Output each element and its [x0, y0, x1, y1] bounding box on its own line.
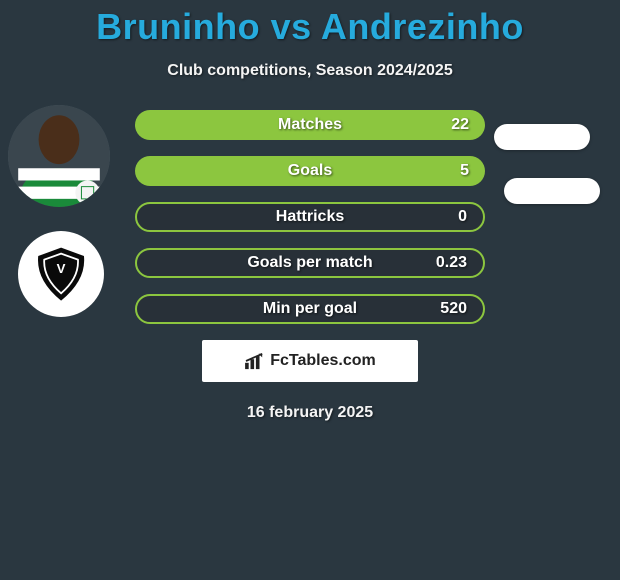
stat-row-hattricks: Hattricks 0	[135, 202, 485, 232]
club-badge-shield: V	[31, 244, 91, 304]
stat-value: 520	[440, 300, 467, 318]
stat-value: 5	[460, 162, 469, 180]
stat-row-goals_per_match: Goals per match 0.23	[135, 248, 485, 278]
date-text: 16 february 2025	[0, 404, 620, 422]
overlay-pill	[504, 178, 600, 204]
branding-box: FcTables.com	[202, 340, 418, 382]
page-title: Bruninho vs Andrezinho	[0, 0, 620, 48]
stat-label: Goals	[288, 162, 332, 180]
avatar-illustration	[8, 105, 110, 207]
svg-text:V: V	[57, 261, 66, 276]
branding-text: FcTables.com	[270, 352, 376, 370]
stat-label: Goals per match	[247, 254, 372, 272]
stat-row-matches: Matches 22	[135, 110, 485, 140]
stat-label: Min per goal	[263, 300, 357, 318]
stat-rows: Matches 22 Goals 5 Hattricks 0 Goals per match…	[135, 110, 485, 324]
player-avatar	[8, 105, 110, 207]
left-column: V	[8, 105, 110, 317]
stat-label: Matches	[278, 116, 342, 134]
club-badge: V	[18, 231, 104, 317]
stat-row-min_per_goal: Min per goal 520	[135, 294, 485, 324]
stat-value: 0	[458, 208, 467, 226]
stat-label: Hattricks	[276, 208, 344, 226]
stat-value: 0.23	[436, 254, 467, 272]
page-subtitle: Club competitions, Season 2024/2025	[0, 62, 620, 80]
stat-row-goals: Goals 5	[135, 156, 485, 186]
bars-icon	[244, 352, 266, 370]
stat-value: 22	[451, 116, 469, 134]
overlay-pill	[494, 124, 590, 150]
